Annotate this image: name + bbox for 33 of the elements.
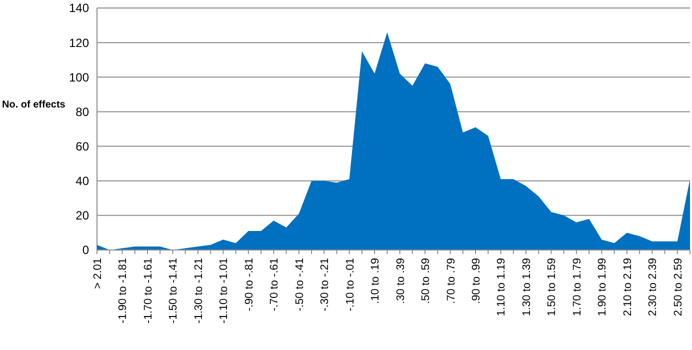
x-tick-label: 1.70 to 1.79 — [571, 258, 584, 316]
y-tick-label: 80 — [76, 104, 90, 119]
x-tick-label: 2.30 to 2.39 — [647, 258, 660, 316]
x-tick-label: -1.90 to -1.81 — [117, 258, 130, 324]
y-tick-label: 120 — [68, 36, 90, 50]
x-tick-label: .90 to .99 — [470, 258, 483, 304]
x-tick-label: > 2.01 — [92, 258, 104, 289]
y-tick-label: 100 — [68, 70, 90, 84]
x-tick-label: .70 to .79 — [445, 258, 458, 304]
x-tick-label: -1.10 to -1.01 — [218, 258, 230, 324]
x-tick-label: 1.90 to 1.99 — [596, 258, 609, 316]
x-tick-label: -1.30 to -1.21 — [192, 258, 205, 324]
x-tick-label: -.50 to -.41 — [294, 258, 306, 312]
x-tick-label: 1.50 to 1.59 — [546, 258, 558, 316]
x-tick-label: -.70 to -.61 — [268, 258, 281, 312]
x-tick-label: 2.10 to 2.19 — [622, 258, 634, 316]
x-tick-label: .30 to .39 — [394, 258, 407, 304]
y-tick-label: 0 — [82, 243, 90, 258]
x-tick-label: 1.10 to 1.19 — [496, 258, 508, 316]
x-tick-label: 1.30 to 1.39 — [520, 258, 533, 316]
x-tick-label: -.30 to -.21 — [319, 258, 332, 312]
x-tick-label: -.90 to -.81 — [243, 258, 256, 312]
x-tick-label: 2.50 to 2.59 — [672, 258, 684, 316]
y-axis-title: No. of effects — [2, 100, 66, 110]
y-tick-label: 20 — [76, 208, 90, 223]
y-tick-label: 40 — [76, 174, 90, 188]
y-tick-label: 140 — [68, 1, 90, 16]
x-tick-label: -.10 to -.01 — [344, 258, 356, 312]
x-tick-label: .50 to .59 — [420, 258, 432, 304]
x-tick-label: -1.50 to -1.41 — [168, 258, 180, 324]
x-tick-label: -1.70 to -1.61 — [142, 258, 154, 324]
x-tick-label: .10 to .19 — [370, 258, 382, 304]
y-tick-label: 60 — [76, 139, 90, 154]
